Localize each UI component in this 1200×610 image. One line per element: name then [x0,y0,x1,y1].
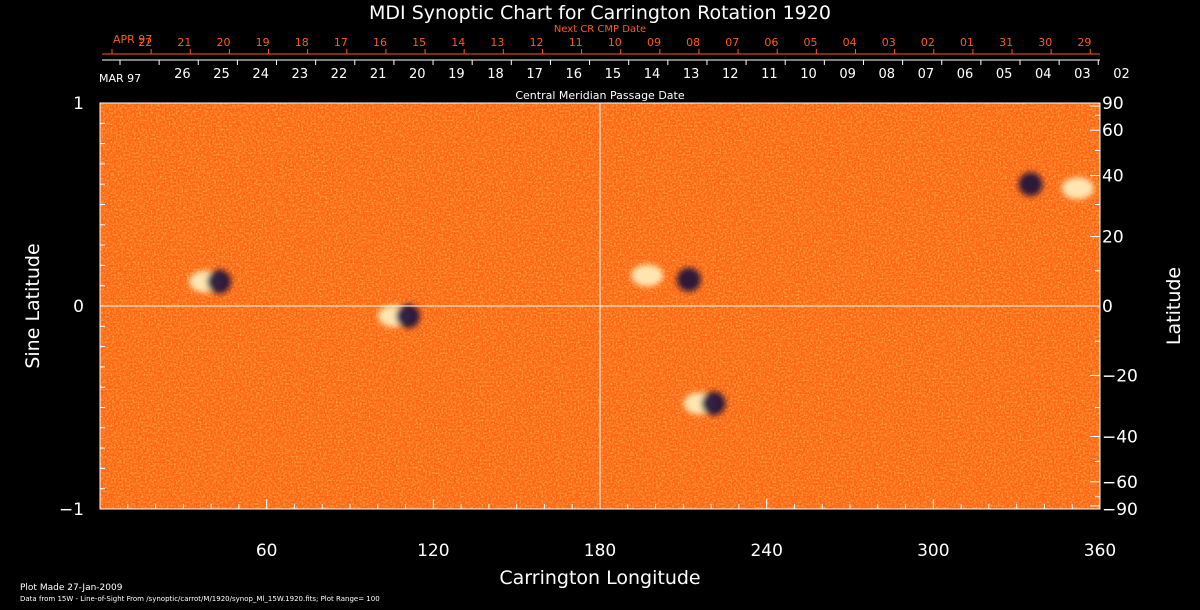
top-date-label: 04 [843,36,857,49]
x-tick-label: 300 [917,541,949,561]
bottom-date-label: 07 [918,67,935,82]
bottom-date-label: 02 [1113,67,1130,82]
y-axis-title-left: Sine Latitude [22,243,44,368]
top-date-label: 13 [490,36,504,49]
chart-title: MDI Synoptic Chart for Carrington Rotati… [369,2,831,24]
top-date-label: 05 [803,36,817,49]
top-date-label: 12 [530,36,544,49]
bottom-date-label: 21 [370,67,387,82]
bottom-date-label: 18 [487,67,504,82]
top-date-label: 19 [256,36,270,49]
bottom-date-label: 26 [174,67,191,82]
bottom-date-label: 20 [409,67,426,82]
data-source-note: Data from 15W - Line-of-Sight From /syno… [20,595,380,603]
top-date-label: 10 [608,36,622,49]
top-date-label: 08 [686,36,700,49]
y-axis-title-right: Latitude [1163,267,1185,345]
bottom-date-label: 15 [605,67,622,82]
top-date-label: 11 [569,36,583,49]
top-date-label: 22 [138,36,152,49]
x-tick-label: 240 [750,541,782,561]
top-date-label: 31 [999,36,1013,49]
bottom-date-label: 04 [1035,67,1052,82]
bottom-date-label: 11 [761,67,778,82]
y-tick-label-right: 20 [1102,228,1124,248]
top-date-label: 03 [882,36,896,49]
active-region-negative [1018,172,1043,197]
bottom-date-label: 05 [996,67,1013,82]
plot-made-note: Plot Made 27-Jan-2009 [20,583,123,593]
top-date-label: 29 [1077,36,1091,49]
y-tick-label-right: 40 [1102,167,1124,187]
y-tick-label-right: −40 [1102,427,1138,447]
top-date-label: 14 [451,36,465,49]
active-region-negative [207,269,232,294]
active-region-positive [631,264,664,287]
y-tick-label-right: −60 [1102,473,1138,493]
active-region-positive [1061,177,1094,200]
y-tick-label-right: 90 [1102,94,1124,114]
top-date-label: 06 [764,36,778,49]
bottom-date-label: 06 [957,67,974,82]
y-tick-label-left: −1 [59,500,84,520]
top-date-label: 07 [725,36,739,49]
y-tick-label-right: 60 [1102,121,1124,141]
bottom-axis-label: Central Meridian Passage Date [515,89,684,102]
top-date-label: 02 [921,36,935,49]
top-date-label: 01 [960,36,974,49]
top-date-label: 17 [334,36,348,49]
bottom-date-label: 19 [448,67,465,82]
bottom-date-label: 03 [1074,67,1091,82]
top-date-label: 16 [373,36,387,49]
bottom-date-label: 09 [839,67,856,82]
top-date-label: 30 [1038,36,1052,49]
active-region-negative [676,267,701,292]
bottom-date-label: 22 [331,67,348,82]
bottom-date-label: 13 [683,67,700,82]
bottom-date-label: 17 [526,67,543,82]
bottom-date-label: 10 [800,67,817,82]
x-axis-title: Carrington Longitude [499,567,700,589]
y-tick-label-left: 1 [73,94,84,114]
bottom-date-label: 12 [722,67,739,82]
bottom-month: MAR 97 [99,72,141,85]
bottom-date-label: 14 [644,67,661,82]
bottom-date-label: 23 [292,67,309,82]
x-tick-label: 120 [417,541,449,561]
active-region-negative [396,304,420,329]
bottom-date-label: 16 [565,67,582,82]
top-date-label: 18 [295,36,309,49]
x-tick-label: 360 [1084,541,1116,561]
bottom-date-label: 24 [252,67,269,82]
active-region-negative [701,391,726,416]
top-month: APR 97 [113,33,152,46]
y-tick-label-right: −90 [1102,500,1138,520]
top-date-label: 09 [647,36,661,49]
y-tick-label-left: 0 [73,297,84,317]
bottom-date-label: 08 [879,67,896,82]
y-tick-label-right: 0 [1102,297,1113,317]
top-date-label: 21 [177,36,191,49]
y-tick-label-right: −20 [1102,366,1138,386]
bottom-date-label: 25 [213,67,230,82]
x-tick-label: 180 [584,541,616,561]
top-date-label: 15 [412,36,426,49]
x-tick-label: 60 [256,541,278,561]
top-date-label: 20 [217,36,231,49]
top-axis-label: Next CR CMP Date [554,24,646,35]
